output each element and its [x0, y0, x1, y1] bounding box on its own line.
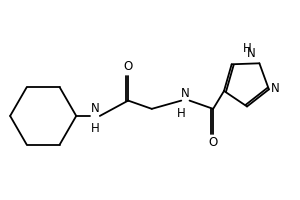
Text: H: H	[177, 107, 186, 120]
Text: H: H	[91, 122, 100, 135]
Text: N: N	[271, 82, 280, 95]
Text: N: N	[247, 47, 256, 60]
Text: O: O	[208, 136, 218, 149]
Text: O: O	[124, 60, 133, 73]
Text: H: H	[242, 42, 251, 55]
Text: N: N	[180, 87, 189, 100]
Text: N: N	[91, 102, 100, 115]
